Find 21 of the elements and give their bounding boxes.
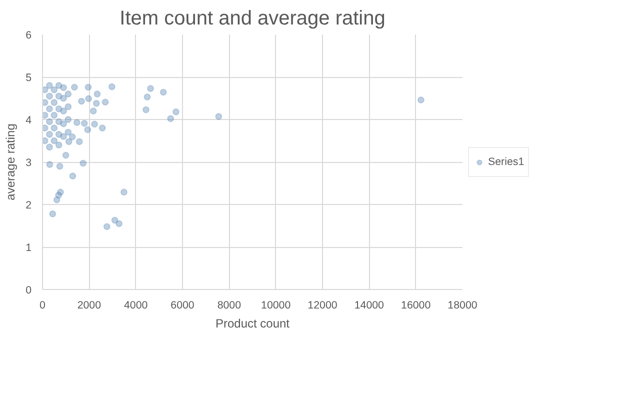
chart-title: Item count and average rating xyxy=(120,8,386,30)
x-tick-label: 12000 xyxy=(308,300,338,312)
legend-label: Series1 xyxy=(488,156,524,168)
x-tick-label: 0 xyxy=(40,300,46,312)
x-tick-label: 6000 xyxy=(170,300,194,312)
x-tick-label: 8000 xyxy=(217,300,242,312)
y-tick-label: 5 xyxy=(26,72,32,84)
y-tick-label: 6 xyxy=(26,30,32,42)
y-axis-title: average rating xyxy=(4,124,18,200)
x-tick-label: 10000 xyxy=(261,300,291,312)
y-tick-label: 4 xyxy=(26,114,32,126)
y-tick-label: 0 xyxy=(26,284,32,296)
x-tick-label: 18000 xyxy=(448,300,478,312)
x-tick-label: 16000 xyxy=(401,300,431,312)
x-axis-title: Product count xyxy=(215,316,290,330)
x-tick-label: 2000 xyxy=(77,300,102,312)
y-tick-label: 1 xyxy=(26,242,32,254)
x-tick-label: 14000 xyxy=(354,300,384,312)
y-tick-label: 3 xyxy=(26,157,32,169)
y-tick-label: 2 xyxy=(26,200,32,212)
x-tick-label: 4000 xyxy=(124,300,148,312)
